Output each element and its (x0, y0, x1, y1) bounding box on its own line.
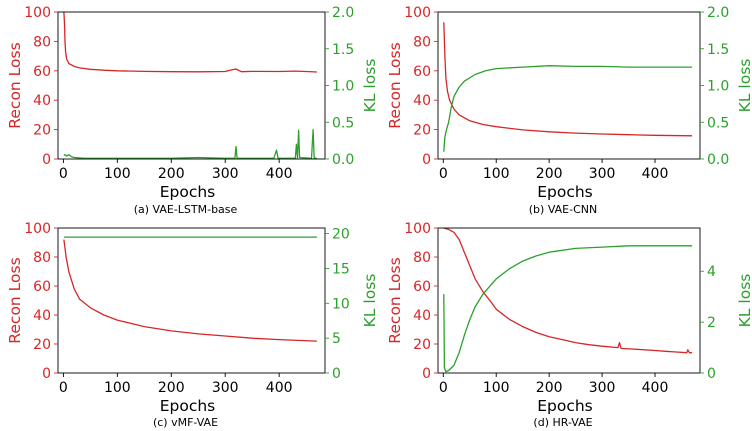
y-right-tick-label: 0.0 (707, 152, 729, 168)
y-left-tick-label: 0 (42, 366, 51, 382)
y-left-tick-label: 20 (413, 337, 431, 353)
y-right-tick-label: 15 (332, 261, 350, 277)
recon-loss-series-line (63, 239, 317, 342)
plot-frame (57, 227, 326, 374)
recon-loss-series-line (443, 22, 693, 137)
recon-loss-series-line (443, 227, 693, 354)
x-tick-label: 100 (104, 166, 131, 182)
y-left-tick-label: 100 (24, 221, 51, 237)
y-left-tick-label: 60 (33, 64, 51, 80)
x-tick-label: 0 (439, 380, 448, 396)
y-right-tick-label: 0 (332, 366, 341, 382)
y-left-tick-label: 60 (33, 279, 51, 295)
x-tick-label: 400 (642, 380, 669, 396)
y-right-axis-title: KL loss (361, 274, 379, 328)
y-left-tick-label: 0 (42, 152, 51, 168)
subfigure-caption: (a) VAE-LSTM-base (134, 203, 238, 216)
y-left-axis-title: Recon Loss (6, 42, 24, 128)
y-left-tick-label: 60 (413, 64, 431, 80)
chart-panel-3: 0 100 200 300 400 0 20 40 60 80 100 0 5 10 15 20 Recon L… (6, 221, 379, 429)
plot-frame (437, 11, 701, 160)
y-left-tick-label: 60 (413, 279, 431, 295)
x-tick-label: 100 (483, 166, 510, 182)
y-right-tick-label: 1.5 (707, 42, 729, 58)
y-right-tick-label: 20 (332, 227, 350, 243)
x-axis-title: Epochs (160, 397, 216, 415)
y-right-axis-title: KL loss (736, 59, 752, 113)
chart-panel-4: 0 100 200 300 400 0 20 40 60 80 100 0 2 4 Recon Loss KL… (386, 221, 752, 429)
x-tick-label: 200 (536, 380, 563, 396)
y-right-tick-label: 0 (707, 366, 716, 382)
y-left-tick-label: 80 (33, 34, 51, 50)
x-axis-title: Epochs (537, 183, 593, 201)
x-tick-label: 300 (212, 166, 239, 182)
y-left-tick-label: 20 (413, 123, 431, 139)
y-left-tick-label: 40 (33, 308, 51, 324)
y-right-tick-label: 2.0 (707, 5, 729, 21)
x-tick-label: 0 (59, 380, 68, 396)
y-right-tick-label: 2.0 (332, 5, 354, 21)
y-left-tick-label: 40 (413, 308, 431, 324)
y-left-tick-label: 80 (33, 250, 51, 266)
subfigure-caption: (d) HR-VAE (533, 416, 592, 429)
y-left-axis-title: Recon Loss (386, 42, 404, 128)
y-left-tick-label: 0 (422, 152, 431, 168)
x-axis-title: Epochs (160, 183, 216, 201)
y-left-tick-label: 40 (413, 93, 431, 109)
y-right-tick-label: 0.5 (332, 115, 354, 131)
y-right-tick-label: 2 (707, 315, 716, 331)
y-left-tick-label: 80 (413, 250, 431, 266)
x-tick-label: 200 (536, 166, 563, 182)
kl-loss-series-line (63, 128, 317, 159)
x-tick-label: 100 (104, 380, 131, 396)
x-tick-label: 300 (589, 380, 616, 396)
x-tick-label: 200 (158, 380, 185, 396)
y-left-tick-label: 0 (422, 366, 431, 382)
x-axis-title: Epochs (537, 397, 593, 415)
y-right-tick-label: 1.0 (707, 79, 729, 95)
y-right-axis-title: KL loss (736, 274, 752, 328)
x-tick-label: 300 (589, 166, 616, 182)
x-tick-label: 400 (266, 166, 293, 182)
y-right-tick-label: 0.5 (707, 115, 729, 131)
x-tick-label: 400 (642, 166, 669, 182)
y-left-tick-label: 100 (404, 221, 431, 237)
kl-loss-series-line (443, 65, 693, 152)
y-left-tick-label: 20 (33, 337, 51, 353)
x-tick-label: 0 (59, 166, 68, 182)
x-tick-label: 0 (439, 166, 448, 182)
kl-loss-series-line (443, 245, 693, 373)
chart-panel-1: 0 100 200 300 400 0 20 40 60 80 100 0.0 0.5 1.0 1.5 2.0… (6, 5, 379, 216)
x-tick-label: 200 (158, 166, 185, 182)
y-left-tick-label: 80 (413, 34, 431, 50)
y-left-tick-label: 20 (33, 123, 51, 139)
recon-loss-series-line (63, 11, 317, 73)
plot-frame (437, 227, 701, 374)
subfigure-caption: (c) vMF-VAE (153, 416, 218, 429)
y-right-tick-label: 4 (707, 264, 716, 280)
y-left-tick-label: 40 (33, 93, 51, 109)
x-tick-label: 100 (483, 380, 510, 396)
chart-panel-2: 0 100 200 300 400 0 20 40 60 80 100 0.0 0.5 1.0 1.5 2.0… (386, 5, 752, 216)
y-left-axis-title: Recon Loss (386, 257, 404, 343)
y-right-tick-label: 10 (332, 296, 350, 312)
x-tick-label: 400 (266, 380, 293, 396)
y-left-axis-title: Recon Loss (6, 257, 24, 343)
y-left-tick-label: 100 (404, 5, 431, 21)
x-tick-label: 300 (212, 380, 239, 396)
subfigure-caption: (b) VAE-CNN (529, 203, 597, 216)
plot-frame (57, 11, 326, 160)
y-right-tick-label: 1.5 (332, 42, 354, 58)
y-right-axis-title: KL loss (361, 59, 379, 113)
y-right-tick-label: 5 (332, 331, 341, 347)
y-right-tick-label: 1.0 (332, 79, 354, 95)
y-right-tick-label: 0.0 (332, 152, 354, 168)
y-left-tick-label: 100 (24, 5, 51, 21)
